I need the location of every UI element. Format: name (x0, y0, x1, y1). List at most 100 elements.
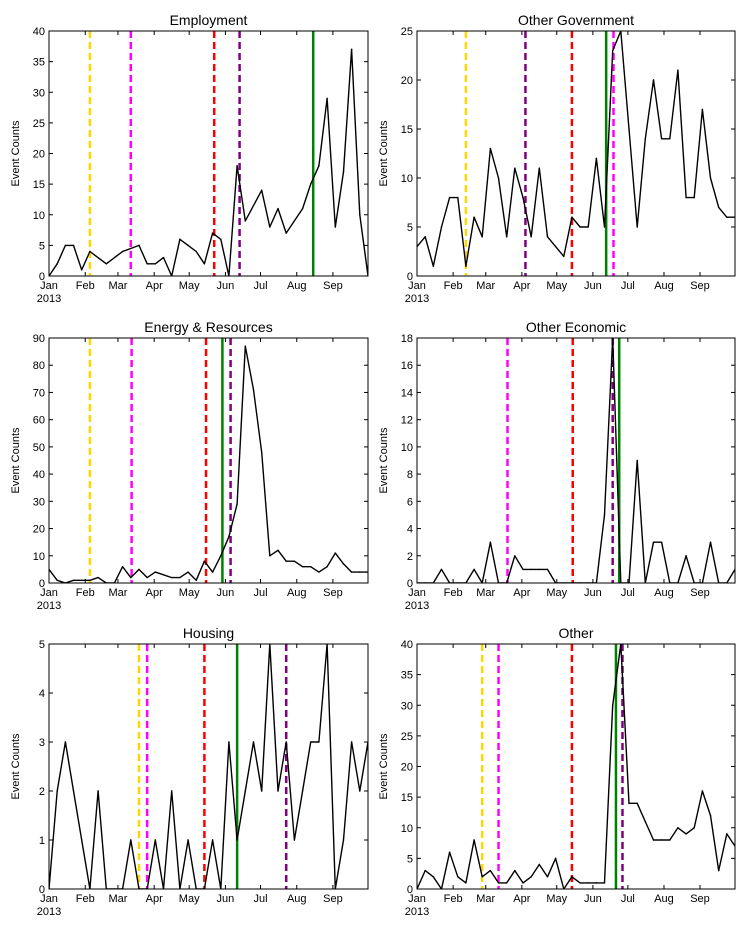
data-point (97, 576, 99, 579)
y-tick-label: 3 (39, 737, 45, 749)
data-point (636, 226, 638, 228)
data-point (211, 839, 214, 841)
subplot: Employment Event Counts 0 5 10 15 20 25 30 35 40 Ja… (10, 12, 369, 305)
plot-frame (416, 337, 736, 584)
y-tick-label: 20 (33, 524, 45, 536)
y-tick-label: 4 (407, 524, 413, 536)
data-point (130, 839, 132, 841)
data-point (260, 790, 263, 792)
y-axis-label: Event Counts (10, 733, 22, 800)
data-point (685, 196, 687, 199)
x-tick-label: Jul (621, 893, 635, 905)
y-tick-label: 0 (39, 271, 45, 283)
data-point (277, 549, 279, 552)
data-point (81, 579, 83, 581)
data-point (603, 514, 606, 516)
data-point (195, 250, 197, 253)
x-tick-label: Jun (584, 893, 602, 905)
data-point (497, 882, 500, 884)
data-point (701, 790, 704, 792)
data-point (571, 216, 573, 218)
x-tick-label: Jul (253, 587, 267, 599)
y-axis-label: Event Counts (378, 427, 390, 494)
year-label: 2013 (37, 906, 61, 918)
x-tick-label: Sep (323, 587, 343, 599)
x-tick-label: Jun (217, 587, 235, 599)
data-point (64, 741, 67, 743)
data-point (685, 555, 687, 557)
x-tick-label: Sep (690, 587, 710, 599)
data-point (89, 250, 91, 253)
data-point (505, 882, 508, 884)
data-point (187, 571, 189, 573)
data-point (359, 790, 361, 792)
y-tick-label: 15 (33, 179, 45, 191)
data-point (522, 196, 524, 199)
data-point (277, 207, 279, 210)
data-point (726, 833, 728, 835)
x-tick-label: Jul (253, 280, 267, 292)
y-tick-label: 0 (407, 884, 413, 896)
subplot: Other Economic Event Counts 0 2 4 6 8 10 12 14 16 1… (378, 319, 736, 612)
data-point (350, 571, 353, 573)
series-line (49, 345, 368, 583)
data-point (563, 255, 565, 258)
data-point (72, 579, 75, 581)
data-point (170, 790, 173, 792)
subplot-title: Other Economic (526, 319, 626, 335)
data-point (709, 177, 712, 179)
series-line (49, 644, 368, 889)
x-tick-label: May (546, 280, 567, 292)
data-point (677, 69, 679, 71)
data-point (179, 238, 181, 240)
x-tick-label: Apr (146, 893, 163, 905)
data-point (121, 565, 124, 568)
data-point (465, 882, 467, 884)
data-point (342, 563, 345, 565)
data-point (318, 571, 320, 573)
y-tick-label: 0 (39, 578, 45, 590)
x-tick-label: May (179, 587, 200, 599)
y-tick-label: 0 (407, 578, 413, 590)
x-tick-label: Mar (108, 587, 127, 599)
data-point (146, 263, 148, 265)
data-point (685, 833, 687, 835)
data-point (350, 48, 353, 51)
y-tick-label: 2 (407, 551, 413, 563)
y-tick-label: 10 (401, 173, 413, 185)
data-point (522, 568, 524, 571)
data-point (473, 839, 475, 841)
x-tick-label: Mar (476, 587, 495, 599)
y-tick-label: 16 (401, 360, 413, 372)
data-point (359, 214, 361, 216)
y-tick-label: 40 (33, 26, 45, 38)
data-point (154, 839, 157, 841)
data-point (717, 206, 720, 209)
data-point (310, 741, 312, 743)
y-tick-label: 50 (33, 442, 45, 454)
data-point (514, 555, 516, 557)
data-point (301, 565, 304, 568)
plot-frame (48, 643, 369, 890)
data-point (187, 839, 189, 841)
y-tick-label: 25 (33, 118, 45, 130)
data-point (628, 128, 630, 130)
data-point (56, 579, 58, 581)
data-point (717, 869, 720, 872)
data-point (285, 560, 287, 562)
x-tick-label: Apr (513, 280, 530, 292)
data-point (660, 138, 663, 140)
subplot-title: Energy & Resources (144, 319, 272, 335)
year-label: 2013 (37, 600, 61, 612)
data-point (554, 245, 557, 248)
x-tick-label: Apr (146, 280, 163, 292)
y-tick-label: 20 (401, 75, 413, 87)
x-tick-label: Sep (323, 893, 343, 905)
data-point (522, 882, 524, 884)
data-point (709, 814, 712, 817)
data-point (146, 576, 148, 579)
data-point (326, 565, 328, 568)
x-tick-label: Jan (40, 893, 58, 905)
data-point (162, 574, 165, 576)
